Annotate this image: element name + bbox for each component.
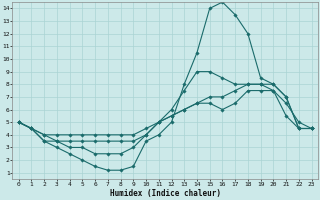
- X-axis label: Humidex (Indice chaleur): Humidex (Indice chaleur): [110, 189, 220, 198]
